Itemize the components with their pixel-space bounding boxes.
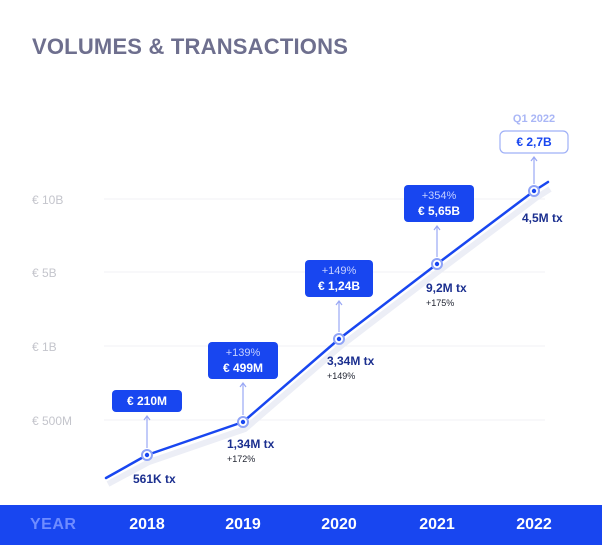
volume-box xyxy=(404,185,474,222)
transactions-label: 3,34M tx xyxy=(327,354,375,368)
period-note: Q1 2022 xyxy=(513,113,555,125)
volume-box xyxy=(112,390,182,412)
y-tick-label: € 1B xyxy=(32,340,57,354)
transactions-growth-label: +149% xyxy=(327,371,355,381)
volume-value-label: € 1,24B xyxy=(318,279,360,293)
volume-box xyxy=(208,342,278,379)
volume-growth-label: +149% xyxy=(322,265,357,277)
volume-value-label: € 210M xyxy=(127,394,167,408)
year-tick-label: 2018 xyxy=(129,516,165,533)
year-axis-label: YEAR xyxy=(30,516,77,533)
connector-arrow xyxy=(335,300,343,306)
data-point-core xyxy=(240,419,246,425)
year-tick-label: 2022 xyxy=(516,516,552,533)
transactions-label: 4,5M tx xyxy=(522,211,563,225)
volume-box xyxy=(305,260,373,297)
series-line xyxy=(104,180,550,480)
volume-value-label: € 499M xyxy=(223,361,263,375)
data-point-core xyxy=(434,261,440,267)
connector-arrow xyxy=(530,156,538,162)
data-point-core xyxy=(144,452,150,458)
connector-arrow xyxy=(239,382,247,388)
transactions-label: 1,34M tx xyxy=(227,437,275,451)
transactions-label: 561K tx xyxy=(133,472,176,486)
page-title: VOLUMES & TRANSACTIONS xyxy=(32,34,349,59)
data-point-core xyxy=(336,336,342,342)
volume-growth-label: +139% xyxy=(226,347,261,359)
volume-value-label: € 2,7B xyxy=(516,135,552,149)
transactions-growth-label: +175% xyxy=(426,298,454,308)
transactions-growth-label: +172% xyxy=(227,454,255,464)
year-tick-label: 2020 xyxy=(321,516,357,533)
y-tick-label: € 10B xyxy=(32,193,63,207)
volumes-transactions-chart: € 500M € 1B € 5B € 10B € 210M 561K tx +139% € 4… xyxy=(32,113,569,487)
connector-arrow xyxy=(433,225,441,231)
line-shadow xyxy=(106,186,552,487)
transactions-label: 9,2M tx xyxy=(426,281,467,295)
data-point-core xyxy=(531,188,537,194)
year-tick-label: 2021 xyxy=(419,516,455,533)
volume-value-label: € 5,65B xyxy=(418,204,460,218)
year-axis-bar: YEAR 2018 2019 2020 2021 2022 xyxy=(0,505,602,545)
y-tick-label: € 5B xyxy=(32,266,57,280)
year-tick-label: 2019 xyxy=(225,516,261,533)
volume-box xyxy=(499,130,569,154)
volume-growth-label: +354% xyxy=(422,190,457,202)
y-tick-label: € 500M xyxy=(32,414,72,428)
connector-arrow xyxy=(143,415,151,421)
